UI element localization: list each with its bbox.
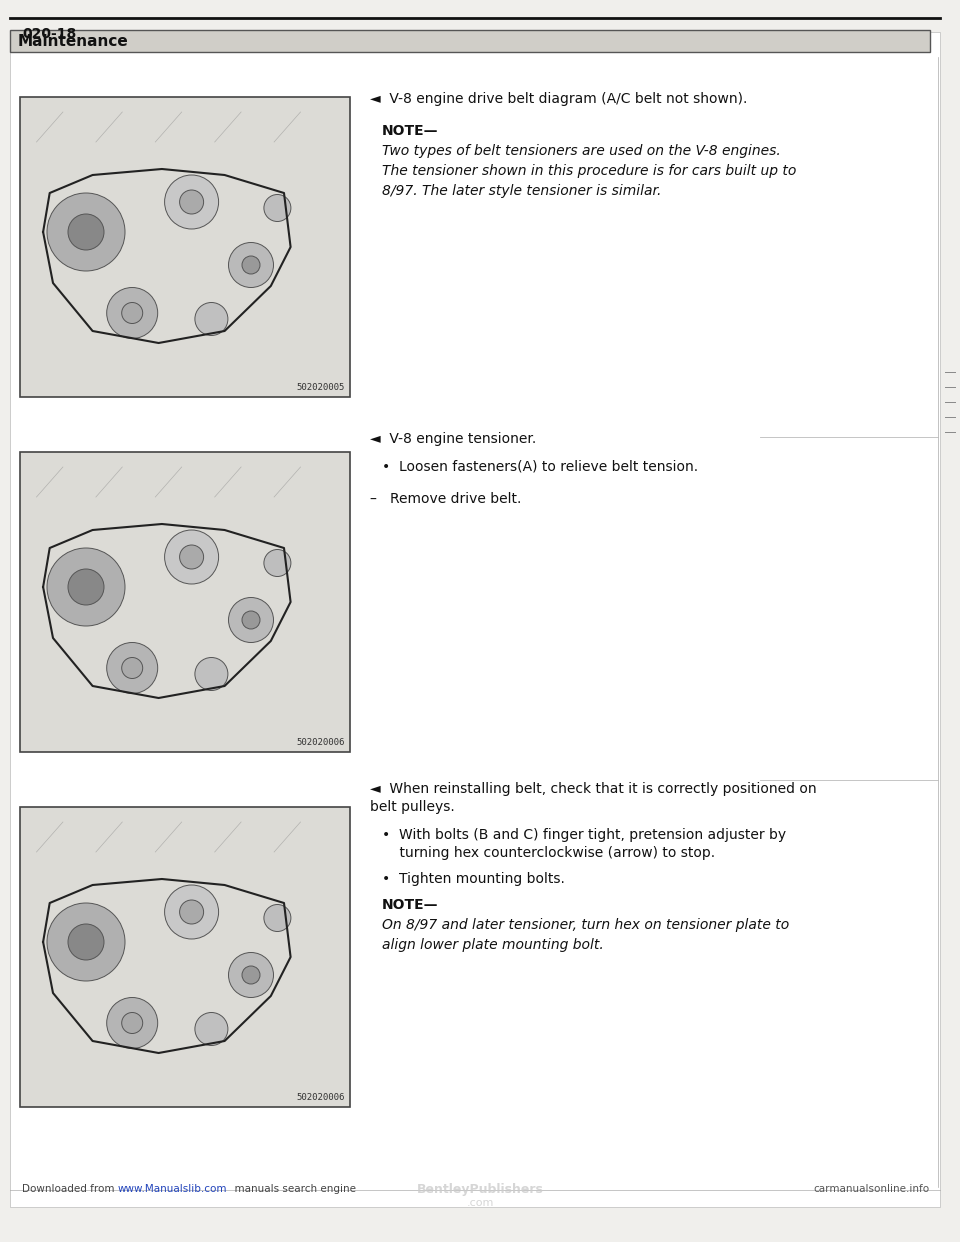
FancyBboxPatch shape [10, 30, 930, 52]
Text: NOTE—: NOTE— [382, 898, 439, 912]
Circle shape [195, 303, 228, 335]
Text: .com: .com [467, 1199, 493, 1208]
Text: Downloaded from: Downloaded from [22, 1184, 118, 1194]
Circle shape [242, 966, 260, 984]
Circle shape [47, 903, 125, 981]
Circle shape [68, 569, 104, 605]
Circle shape [164, 886, 219, 939]
FancyBboxPatch shape [20, 452, 350, 751]
Circle shape [107, 642, 157, 693]
Text: carmanualsonline.info: carmanualsonline.info [814, 1184, 930, 1194]
Text: 502020006: 502020006 [297, 738, 345, 746]
Text: 020-18: 020-18 [22, 27, 76, 41]
Circle shape [122, 657, 143, 678]
Text: ◄  When reinstalling belt, check that it is correctly positioned on
belt pulleys: ◄ When reinstalling belt, check that it … [370, 782, 817, 815]
Text: 502020006: 502020006 [297, 1093, 345, 1102]
Text: •  Loosen fasteners(A) to relieve belt tension.: • Loosen fasteners(A) to relieve belt te… [382, 460, 698, 474]
Circle shape [228, 242, 274, 287]
Text: www.Manualslib.com: www.Manualslib.com [118, 1184, 228, 1194]
Circle shape [228, 953, 274, 997]
Circle shape [68, 924, 104, 960]
Circle shape [122, 1012, 143, 1033]
Text: –   Remove drive belt.: – Remove drive belt. [370, 492, 521, 505]
Circle shape [242, 611, 260, 628]
Text: Two types of belt tensioners are used on the V-8 engines.
The tensioner shown in: Two types of belt tensioners are used on… [382, 144, 797, 199]
Text: NOTE—: NOTE— [382, 124, 439, 138]
Text: •  With bolts (B and C) finger tight, pretension adjuster by
    turning hex cou: • With bolts (B and C) finger tight, pre… [382, 828, 786, 861]
Circle shape [164, 530, 219, 584]
Circle shape [47, 193, 125, 271]
FancyBboxPatch shape [20, 97, 350, 397]
Circle shape [107, 287, 157, 339]
Text: ◄  V-8 engine drive belt diagram (A/C belt not shown).: ◄ V-8 engine drive belt diagram (A/C bel… [370, 92, 748, 106]
Text: ◄  V-8 engine tensioner.: ◄ V-8 engine tensioner. [370, 432, 537, 446]
Circle shape [68, 214, 104, 250]
Text: On 8/97 and later tensioner, turn hex on tensioner plate to
align lower plate mo: On 8/97 and later tensioner, turn hex on… [382, 918, 789, 951]
Text: •  Tighten mounting bolts.: • Tighten mounting bolts. [382, 872, 564, 886]
Circle shape [195, 1012, 228, 1046]
Circle shape [122, 303, 143, 323]
Circle shape [47, 548, 125, 626]
Text: 502020005: 502020005 [297, 383, 345, 392]
FancyBboxPatch shape [20, 807, 350, 1107]
FancyBboxPatch shape [10, 32, 940, 1207]
Circle shape [264, 549, 291, 576]
Text: BentleyPublishers: BentleyPublishers [417, 1182, 543, 1196]
Circle shape [195, 657, 228, 691]
Text: manuals search engine: manuals search engine [228, 1184, 356, 1194]
Circle shape [164, 175, 219, 229]
Circle shape [242, 256, 260, 274]
Circle shape [180, 190, 204, 214]
Circle shape [228, 597, 274, 642]
Circle shape [264, 195, 291, 221]
Circle shape [264, 904, 291, 932]
Text: Maintenance: Maintenance [18, 34, 129, 48]
Circle shape [180, 545, 204, 569]
Circle shape [107, 997, 157, 1048]
Circle shape [180, 900, 204, 924]
